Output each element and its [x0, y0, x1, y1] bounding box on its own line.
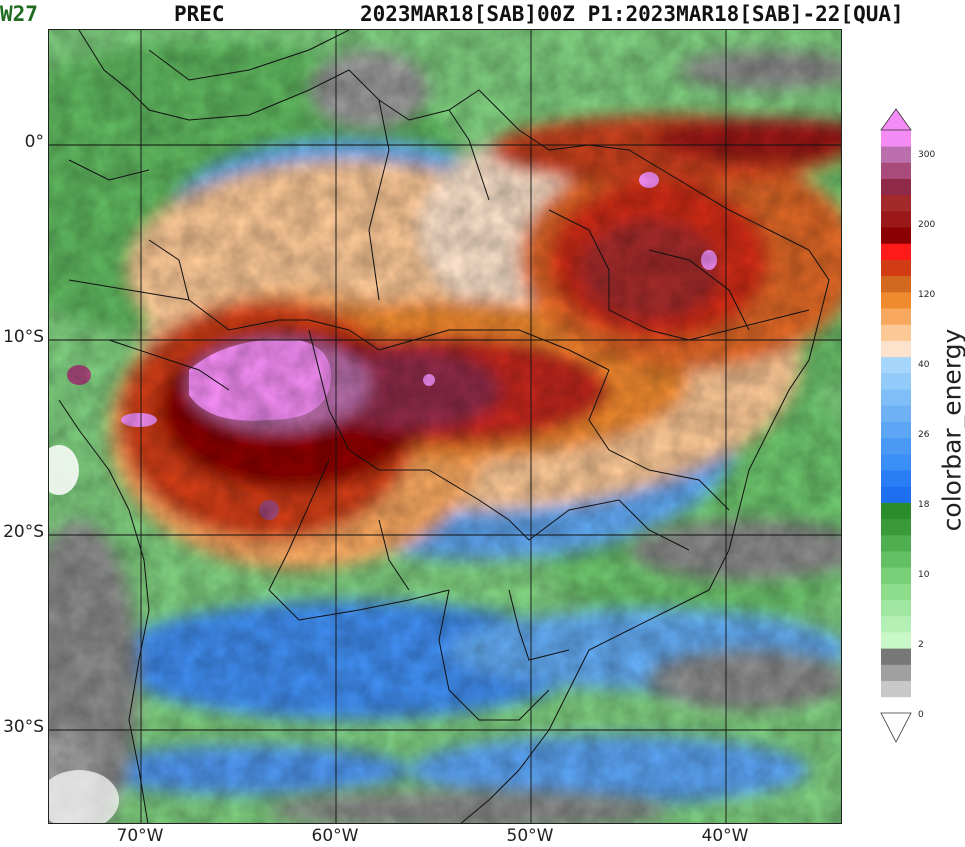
colorbar-bin — [881, 146, 911, 163]
colorbar-tick-300: 300 — [918, 150, 936, 160]
precip-field — [49, 30, 841, 823]
colorbar-bin — [881, 470, 911, 487]
colorbar-bin — [881, 567, 911, 584]
colorbar-tick-120: 120 — [918, 290, 936, 300]
lon-label-60w: 60°W — [311, 826, 359, 846]
lon-label-50w: 50°W — [506, 826, 554, 846]
colorbar-bin — [881, 275, 911, 293]
colorbar-bin — [881, 502, 911, 520]
colorbar-bin — [881, 437, 911, 455]
colorbar-bin — [881, 243, 911, 260]
colorbar-bin — [881, 389, 911, 406]
colorbar-bin — [881, 227, 911, 244]
coastline-borders — [58, 30, 830, 823]
colorbar-bin — [881, 405, 911, 422]
colorbar-bin — [881, 486, 911, 503]
colorbar-tick-2: 2 — [918, 640, 924, 650]
colorbar-bin — [881, 259, 911, 277]
colorbar-bin — [881, 194, 911, 212]
colorbar-bin — [881, 632, 911, 649]
precipitation-map — [48, 29, 842, 824]
colorbar-tick-26: 26 — [918, 430, 930, 440]
colorbar-bin — [881, 162, 911, 179]
colorbar-bin — [881, 340, 911, 358]
colorbar-bin — [881, 615, 911, 633]
colorbar-bin — [881, 453, 911, 471]
colorbar-bin — [881, 178, 911, 196]
colorbar-tick-200: 200 — [918, 220, 936, 230]
colorbar-bin — [881, 308, 911, 325]
colorbar-top-extend — [880, 108, 912, 131]
colorbar — [880, 108, 912, 743]
colorbar-bin — [881, 324, 911, 341]
colorbar-tick-40: 40 — [918, 360, 930, 370]
colorbar-bin — [881, 356, 911, 374]
colorbar-bin — [881, 534, 911, 552]
graticule — [49, 30, 841, 823]
lat-label-10s: 10°S — [3, 327, 44, 347]
model-label: W27 — [0, 2, 38, 26]
colorbar-bin — [881, 551, 911, 568]
colorbar-tick-18: 18 — [918, 500, 930, 510]
colorbar-bin — [881, 130, 911, 147]
colorbar-bin — [881, 664, 911, 682]
colorbar-bin — [881, 291, 911, 309]
colorbar-bin — [881, 210, 911, 228]
colorbar-bin — [881, 599, 911, 617]
lon-label-70w: 70°W — [116, 826, 164, 846]
lat-label-0: 0° — [24, 132, 44, 152]
run-date-label: 2023MAR18[SAB]00Z P1:2023MAR18[SAB]-22[Q… — [360, 2, 904, 26]
colorbar-bin — [881, 372, 911, 390]
lat-label-20s: 20°S — [3, 522, 44, 542]
colorbar-bottom-extend — [880, 712, 912, 743]
colorbar-bin — [881, 518, 911, 536]
lon-label-40w: 40°W — [701, 826, 749, 846]
colorbar-bin — [881, 421, 911, 439]
colorbar-label: colorbar_energy — [937, 328, 965, 532]
variable-label: PREC — [174, 2, 225, 26]
colorbar-bins — [881, 130, 911, 714]
colorbar-tick-0: 0 — [918, 710, 924, 720]
colorbar-bin — [881, 680, 911, 698]
colorbar-tick-10: 10 — [918, 570, 930, 580]
colorbar-bin — [881, 696, 911, 714]
lat-label-30s: 30°S — [3, 717, 44, 737]
colorbar-bin — [881, 583, 911, 601]
colorbar-bin — [881, 648, 911, 665]
